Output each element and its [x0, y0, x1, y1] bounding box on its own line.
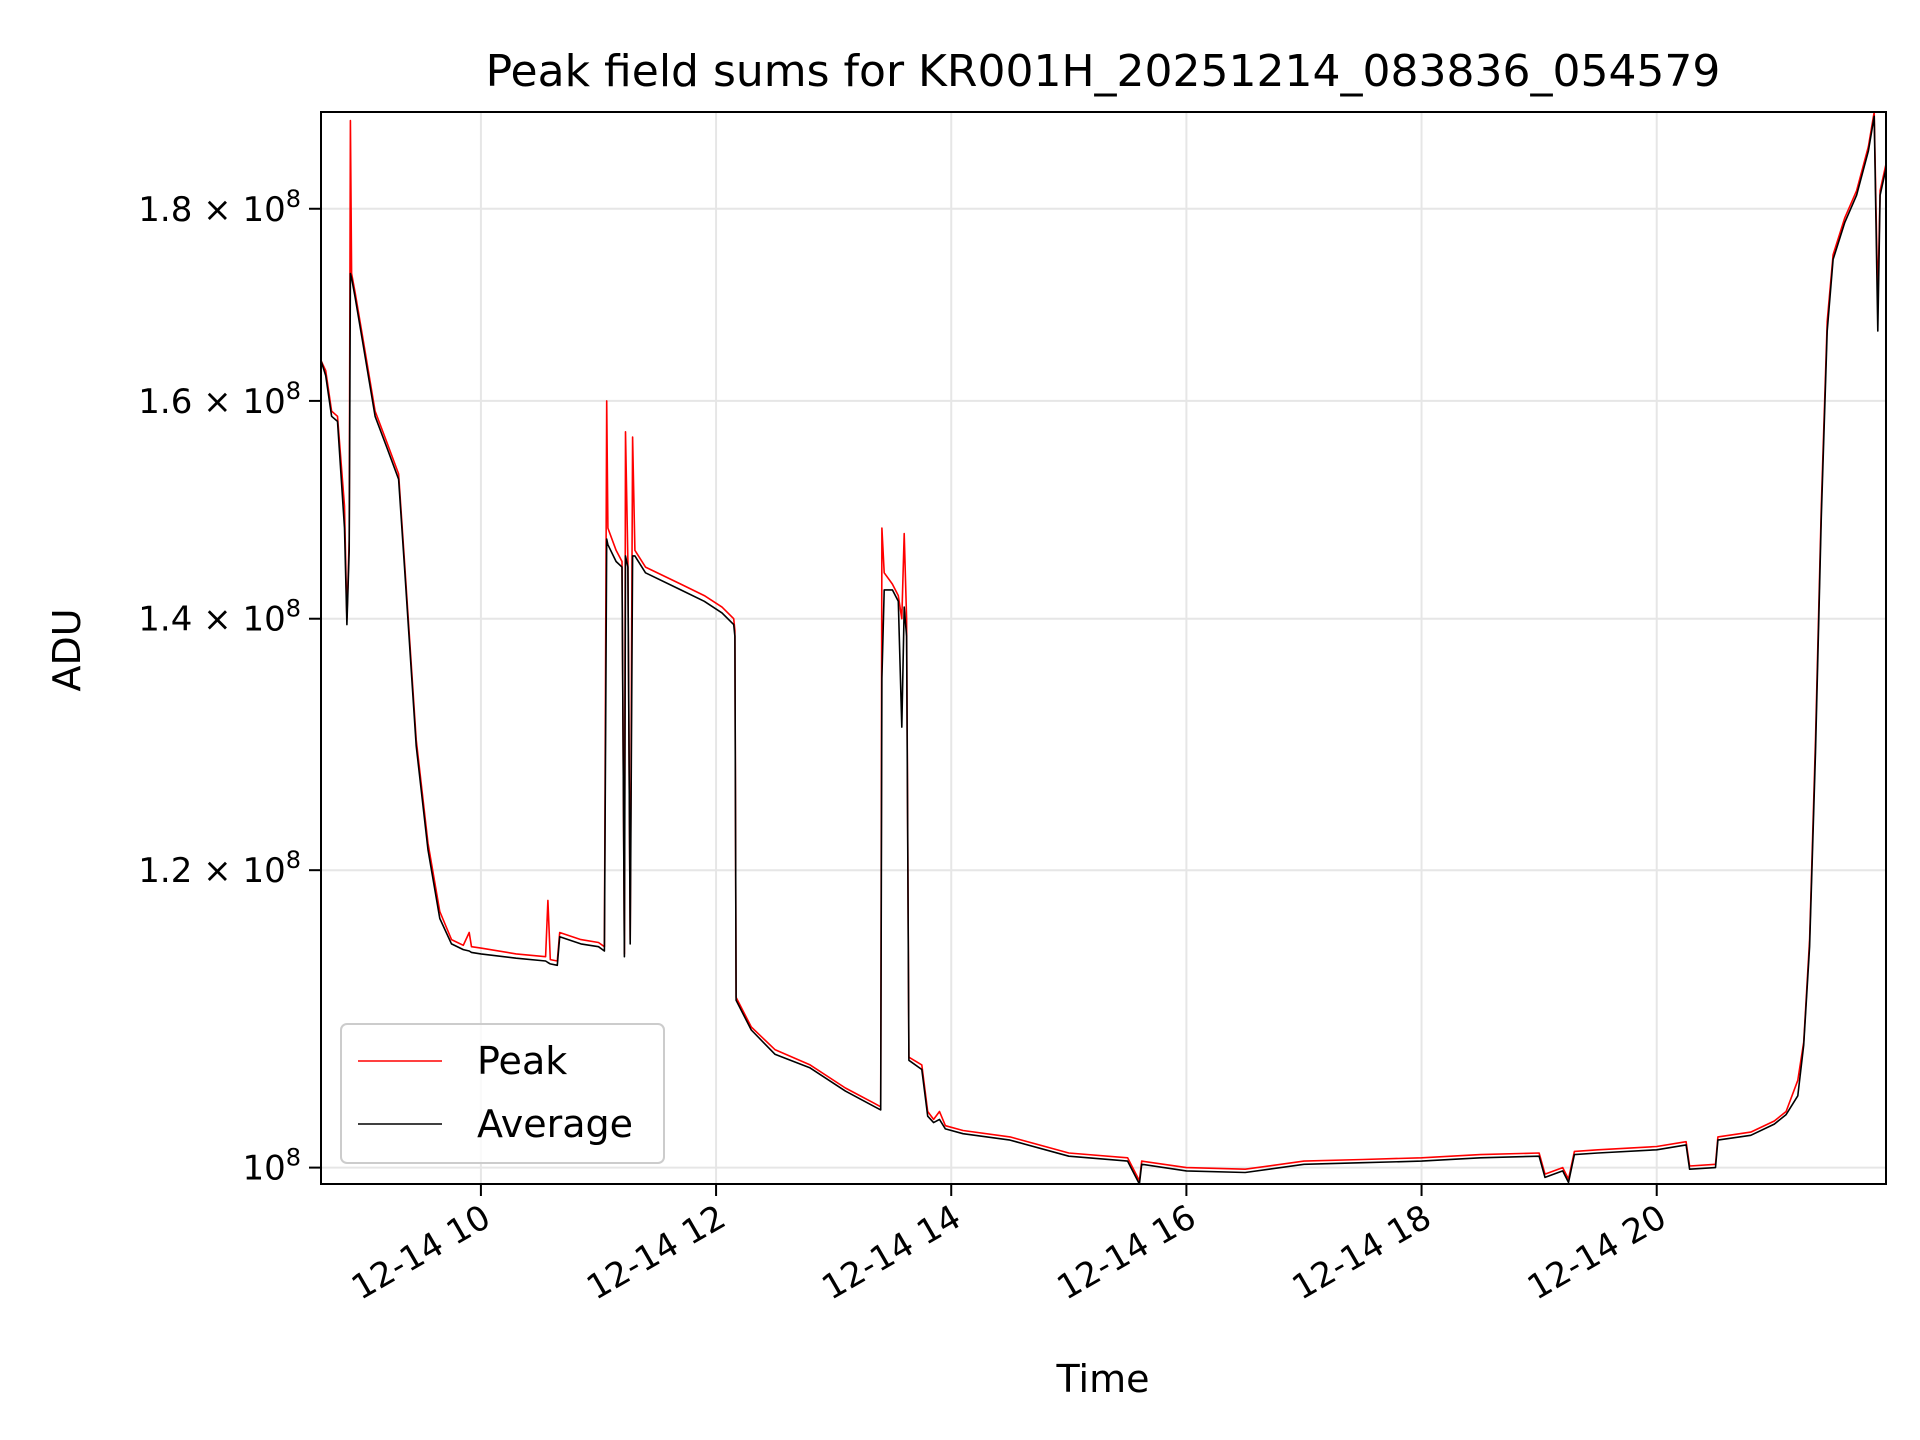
y-tick-label: 1.2 × 108	[138, 846, 301, 891]
legend-label-peak: Peak	[477, 1039, 567, 1083]
y-axis: 108 1.2 × 108 1.4 × 108 1.6 × 108 1.8 × 108	[138, 185, 321, 1189]
series-group	[320, 111, 1887, 1185]
legend: Peak Average	[340, 1023, 665, 1164]
legend-label-average: Average	[477, 1102, 633, 1146]
y-tick-label: 1.8 × 108	[138, 185, 301, 230]
y-tick-label: 1.4 × 108	[138, 595, 301, 640]
grid	[321, 112, 1886, 1184]
x-axis-label: Time	[1056, 1357, 1150, 1401]
chart-title: Peak field sums for KR001H_20251214_0838…	[486, 46, 1721, 97]
y-tick-label: 108	[242, 1144, 301, 1189]
series-line-average	[320, 115, 1887, 1185]
y-axis-label: ADU	[45, 608, 89, 691]
plot-frame	[320, 111, 1887, 1185]
y-tick-label: 1.6 × 108	[138, 377, 301, 422]
legend-box	[340, 1023, 665, 1164]
